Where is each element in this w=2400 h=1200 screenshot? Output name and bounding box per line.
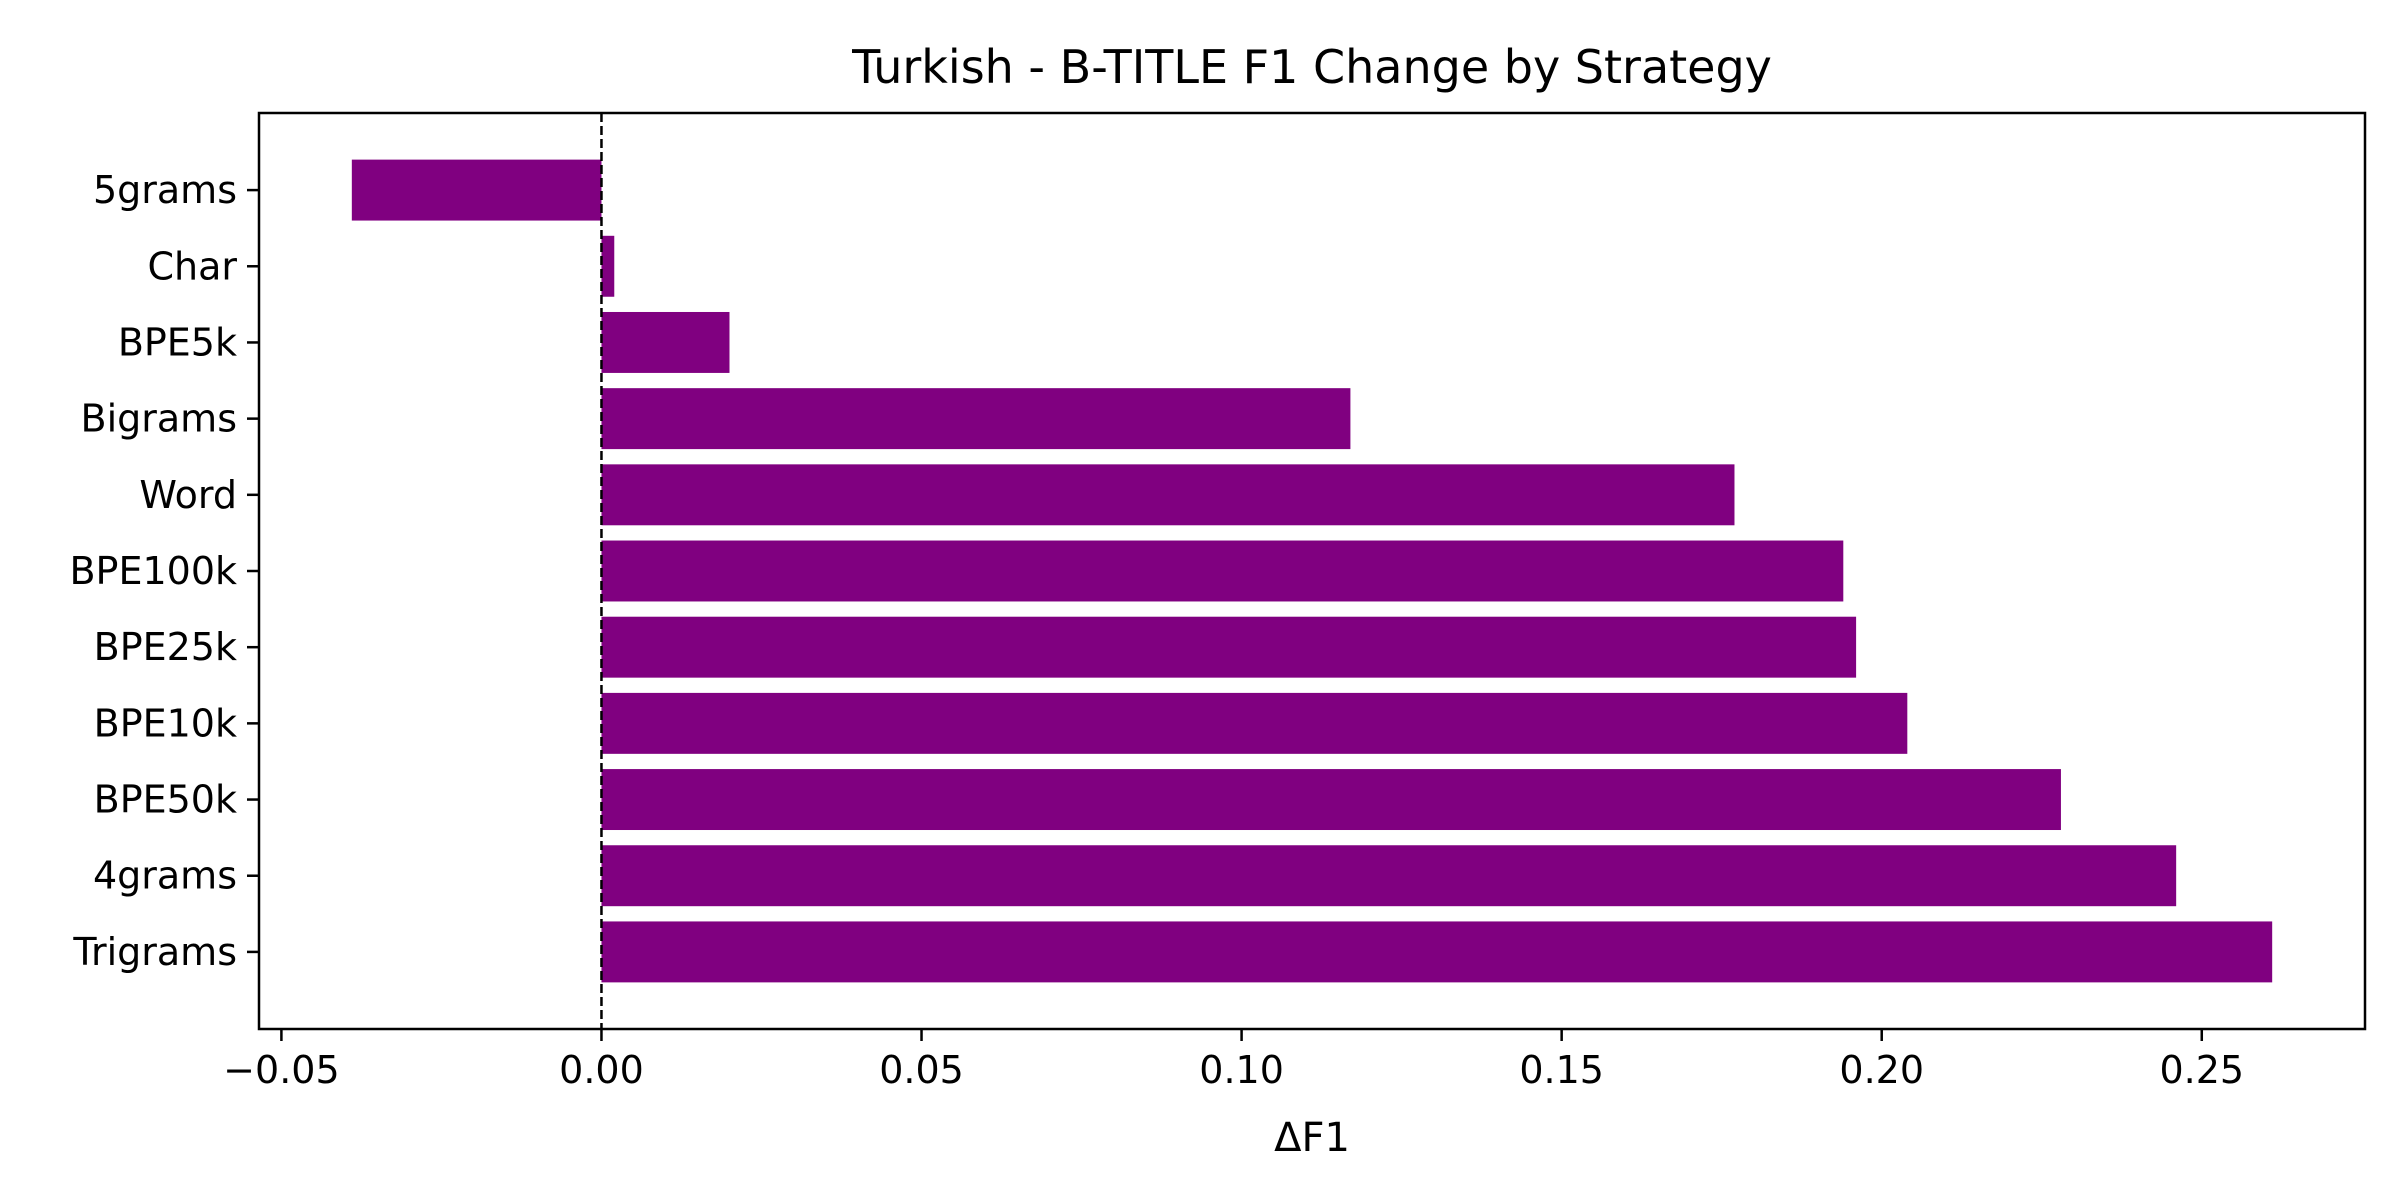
bar-BPE10k <box>601 692 1908 754</box>
y-tick-label-Word: Word <box>139 473 237 517</box>
x-tick-label-1: 0.00 <box>559 1048 644 1092</box>
bar-Char <box>601 235 615 297</box>
y-tick-label-4grams: 4grams <box>93 854 237 898</box>
chart-title: Turkish - B-TITLE F1 Change by Strategy <box>851 40 1772 94</box>
bar-Trigrams <box>601 921 2273 983</box>
bar-Bigrams <box>601 388 1351 450</box>
bar-Word <box>601 464 1735 526</box>
x-tick-label-2: 0.05 <box>879 1048 964 1092</box>
bar-BPE100k <box>601 540 1844 602</box>
x-tick-label-3: 0.10 <box>1199 1048 1284 1092</box>
y-tick-label-Bigrams: Bigrams <box>81 397 237 441</box>
x-tick-label-0: −0.05 <box>223 1048 339 1092</box>
x-tick-label-5: 0.20 <box>1839 1048 1924 1092</box>
bar-BPE25k <box>601 616 1857 678</box>
bar-5grams <box>351 159 602 221</box>
y-tick-label-Trigrams: Trigrams <box>72 930 237 974</box>
bar-BPE50k <box>601 769 2061 831</box>
bar-BPE5k <box>601 311 730 373</box>
y-tick-label-BPE5k: BPE5k <box>118 320 237 364</box>
y-tick-label-BPE50k: BPE50k <box>94 778 237 822</box>
x-tick-label-6: 0.25 <box>2159 1048 2244 1092</box>
y-tick-label-BPE100k: BPE100k <box>69 549 237 593</box>
bar-4grams <box>601 845 2177 907</box>
y-tick-label-5grams: 5grams <box>93 168 237 212</box>
y-tick-label-Char: Char <box>147 244 237 288</box>
x-axis: −0.05 0.00 0.05 0.10 0.15 0.20 0.25 <box>223 1029 2244 1092</box>
bars-layer <box>351 159 2273 983</box>
y-tick-label-BPE25k: BPE25k <box>94 625 237 669</box>
y-tick-label-BPE10k: BPE10k <box>94 701 237 745</box>
y-axis: 5grams Char BPE5k Bigrams Word BPE100k BPE25k B… <box>69 168 259 974</box>
x-axis-label: ΔF1 <box>1274 1115 1350 1161</box>
x-tick-label-4: 0.15 <box>1519 1048 1604 1092</box>
